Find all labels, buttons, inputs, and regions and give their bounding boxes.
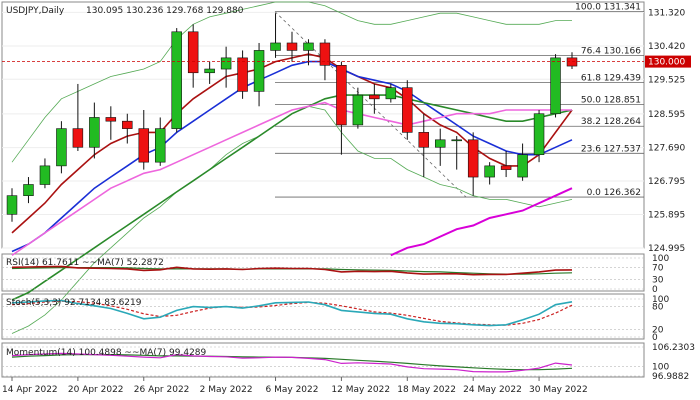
price-tick-label: 126.795	[648, 177, 685, 187]
date-tick-label: 12 May 2022	[331, 385, 390, 395]
stoch-label: Stoch(5,3,3) 92.7134 83.6219	[6, 298, 142, 308]
indicator-tick-label: 106.2303	[652, 343, 695, 353]
candle-body	[270, 42, 281, 51]
moving-average-line	[11, 60, 573, 253]
candle-body	[39, 165, 51, 185]
stoch-panel	[2, 298, 644, 338]
momentum-panel	[2, 346, 644, 377]
momentum-line	[11, 352, 573, 373]
current-price-tag	[645, 55, 691, 68]
moving-average-line	[11, 94, 573, 301]
candle-body	[72, 128, 84, 148]
rsi-panel	[2, 257, 644, 290]
candle-body	[122, 120, 133, 129]
price-tick-label: 130.420	[648, 42, 685, 52]
moving-average-line	[390, 187, 573, 257]
date-tick-label: 2 May 2022	[200, 385, 253, 395]
chart-ohlc: 130.095 130.236 129.768 129.880	[86, 6, 244, 16]
momentum-label: Momentum(14) 100.4898 ~~MA(7) 99.4289	[6, 348, 207, 358]
fib-level-label: 76.4 130.166	[581, 46, 641, 56]
fib-level-label: 61.8 129.439	[581, 73, 641, 83]
price-tick-label: 125.895	[648, 210, 685, 220]
bollinger-upper-line	[11, 1, 572, 163]
candle-body	[517, 154, 528, 178]
candle-body	[451, 139, 462, 142]
indicator-tick-label: 96.9882	[652, 372, 689, 382]
stoch-main-line	[11, 299, 573, 327]
chart-symbol: USDJPY,Daily	[6, 6, 65, 16]
candle-body	[550, 57, 561, 115]
date-tick-label: 30 May 2022	[529, 385, 588, 395]
candle-body	[6, 195, 18, 215]
candle-body	[402, 87, 413, 133]
date-tick-label: 24 May 2022	[463, 385, 522, 395]
fib-level-label: 23.6 127.537	[581, 144, 641, 154]
candle-body	[253, 50, 265, 92]
candle-body	[352, 94, 364, 126]
candle-body	[319, 42, 331, 66]
indicator-tick-label: 20	[652, 325, 664, 335]
fib-level-label: 38.2 128.264	[581, 117, 641, 127]
date-tick-label: 26 Apr 2022	[134, 385, 190, 395]
candle-body	[303, 42, 314, 51]
date-tick-label: 18 May 2022	[397, 385, 456, 395]
candle-body	[385, 87, 397, 100]
candle-body	[187, 31, 199, 74]
moving-average-line	[11, 101, 572, 256]
indicator-tick-label: 80	[652, 303, 664, 313]
date-tick-label: 6 May 2022	[266, 385, 319, 395]
fib-level-label: 100.0 131.341	[575, 3, 641, 13]
price-panel: 100.0 131.341 76.4 130.166 61.8 129.439 50.…	[2, 1, 644, 334]
indicator-tick-label: 100	[652, 363, 669, 373]
indicator-tick-label: 100	[652, 295, 669, 305]
axes: 131.320 130.420 129.525 128.595 127.690 126.7…	[2, 8, 695, 395]
candle-body	[220, 57, 232, 70]
price-tick-label: 131.320	[648, 8, 685, 18]
date-tick-label: 14 Apr 2022	[2, 385, 58, 395]
indicator-tick-label: 0	[652, 285, 658, 295]
fib-level-label: 50.0 128.851	[581, 95, 641, 105]
candle-body	[171, 31, 182, 129]
indicator-tick-label: 0	[652, 333, 658, 343]
rsi-label: RSI(14) 61.7611 ~~MA(7) 52.2872	[6, 258, 164, 268]
candle-body	[533, 113, 545, 156]
candle-body	[204, 68, 215, 74]
price-tick-label: 129.525	[648, 75, 685, 85]
candle-body	[467, 139, 479, 178]
date-tick-label: 20 Apr 2022	[68, 385, 124, 395]
candle-body	[434, 139, 446, 148]
indicator-tick-label: 30	[652, 276, 664, 286]
fib-trend-line	[274, 11, 467, 198]
price-tick-label: 128.595	[648, 110, 685, 120]
momentum-panel-frame	[1, 342, 645, 378]
candle-body	[500, 165, 512, 170]
candle-body	[336, 65, 347, 126]
candle-body	[286, 42, 298, 51]
price-tick-label: 124.995	[648, 244, 685, 254]
candle-body	[369, 94, 380, 100]
candle-body	[105, 117, 117, 122]
candle-body	[23, 184, 34, 196]
candle-body	[138, 128, 150, 163]
rsi-line	[11, 265, 573, 276]
candle-body	[89, 117, 100, 148]
rsi-panel-frame	[1, 253, 645, 292]
indicator-tick-label: 100	[652, 254, 669, 264]
current-price-label: 130.000	[648, 58, 685, 68]
price-tick-label: 127.690	[648, 144, 685, 154]
candle-body	[237, 57, 248, 92]
candle-body	[484, 165, 495, 178]
fib-level-label: 0.0 126.362	[587, 188, 641, 198]
stoch-panel-frame	[1, 293, 645, 340]
indicator-tick-label: 70	[652, 263, 664, 273]
candle-body	[154, 128, 166, 163]
candle-body	[418, 132, 430, 148]
candle-body	[56, 128, 67, 167]
